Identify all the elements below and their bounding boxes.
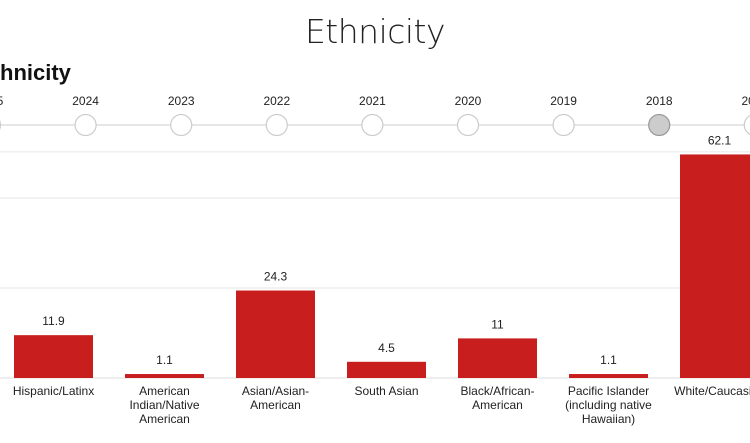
chart-gridlines: [0, 151, 750, 379]
category-label: American Indian/Native American: [129, 384, 199, 426]
timeline-year-label[interactable]: 2023: [168, 94, 195, 108]
timeline-year-label[interactable]: 2020: [455, 94, 482, 108]
category-label: South Asian: [354, 384, 418, 398]
page-title: Ethnicity: [304, 12, 446, 51]
bar-value-label: 24.3: [264, 270, 288, 284]
bar-asian-asian-american[interactable]: [236, 290, 315, 378]
timeline-year-label[interactable]: 2019: [550, 94, 577, 108]
bar-south-asian[interactable]: [347, 361, 426, 378]
timeline-year-label[interactable]: 2021: [359, 94, 386, 108]
bar-value-label: 1.1: [156, 353, 173, 367]
category-label: White/Caucasian: [674, 384, 750, 398]
bar-value-label: 1.1: [600, 353, 617, 367]
timeline-dot-2019[interactable]: [552, 113, 575, 137]
bar-white-caucasian[interactable]: [680, 154, 750, 378]
timeline-dot-2017[interactable]: [743, 114, 750, 136]
timeline-dot-2023[interactable]: [170, 113, 193, 137]
bar-pacific-islander-including-native-hawaiian[interactable]: [569, 374, 648, 378]
timeline-dot-2025[interactable]: [0, 115, 2, 136]
chart-title: Ethnicity: [0, 60, 71, 85]
bar-american-indian-native-american[interactable]: [125, 374, 204, 378]
category-label: Hispanic/Latinx: [13, 384, 94, 398]
timeline-dot-2021[interactable]: [361, 113, 384, 137]
chart-bars: 11.9 Hispanic/Latinx 1.1 American Indian/Nat…: [13, 133, 750, 426]
bar-black-african-american[interactable]: [458, 338, 537, 378]
timeline-year-label[interactable]: 2017: [741, 94, 750, 108]
category-label: Black/African-American: [460, 384, 534, 412]
timeline-year-label[interactable]: 2018: [646, 94, 673, 108]
timeline-year-label[interactable]: 2022: [263, 94, 290, 108]
timeline-dot-2024[interactable]: [74, 113, 97, 137]
timeline-year-label[interactable]: 2025: [0, 94, 4, 108]
year-timeline: 2025 2024 2023 2022 2021 2020 2019 2018 2017: [0, 94, 750, 137]
bar-value-label: 4.5: [378, 341, 395, 355]
bar-value-label: 11: [491, 317, 504, 331]
bar-value-label: 11.9: [42, 314, 65, 328]
timeline-year-label[interactable]: 2024: [72, 94, 99, 108]
category-label: Pacific Islander (including native Hawaiia…: [565, 384, 652, 426]
bar-value-label: 62.1: [708, 133, 732, 147]
bar-hispanic-latinx[interactable]: [14, 335, 93, 378]
timeline-dot-2018[interactable]: [648, 113, 671, 137]
timeline-dot-2022[interactable]: [265, 113, 288, 137]
timeline-dot-2020[interactable]: [456, 113, 480, 137]
category-label: Asian/Asian-American: [242, 384, 309, 412]
